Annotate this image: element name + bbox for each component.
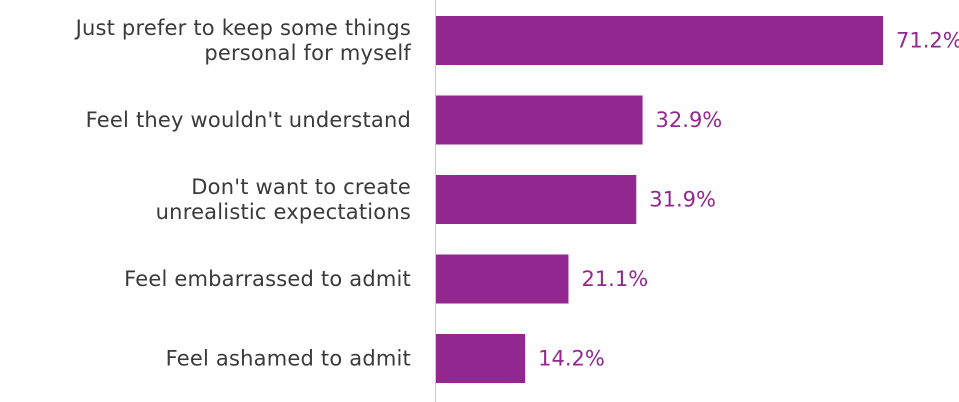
bar-2 [436, 95, 643, 145]
category-label-line: Just prefer to keep some things [74, 16, 411, 40]
category-label-line: Feel ashamed to admit [166, 347, 411, 371]
category-label-3: Don't want to create unrealistic expectat… [156, 175, 411, 224]
category-label-line: Feel embarrassed to admit [124, 267, 411, 291]
bar-4 [436, 254, 569, 304]
category-label-4: Feel embarrassed to admit [124, 267, 411, 291]
category-label-line: unrealistic expectations [156, 200, 411, 224]
category-label-2: Feel they wouldn't understand [86, 108, 411, 132]
value-label-3: 31.9% [649, 188, 716, 212]
category-label-5: Feel ashamed to admit [166, 347, 411, 371]
category-label-1: Just prefer to keep some things personal … [74, 16, 412, 65]
category-label-line: Don't want to create [191, 175, 411, 199]
value-label-1: 71.2% [896, 29, 959, 53]
value-label-4: 21.1% [581, 267, 648, 291]
value-labels-group: 71.2% 32.9% 31.9% 21.1% 14.2% [538, 29, 959, 371]
value-label-2: 32.9% [656, 108, 723, 132]
bar-3 [436, 175, 637, 224]
category-label-line: personal for myself [204, 41, 411, 65]
bars-group [436, 16, 883, 383]
category-label-line: Feel they wouldn't understand [86, 108, 411, 132]
bar-1 [436, 16, 883, 65]
bar-5 [436, 334, 526, 383]
category-labels-group: Just prefer to keep some things personal … [74, 16, 412, 371]
value-label-5: 14.2% [538, 347, 605, 371]
